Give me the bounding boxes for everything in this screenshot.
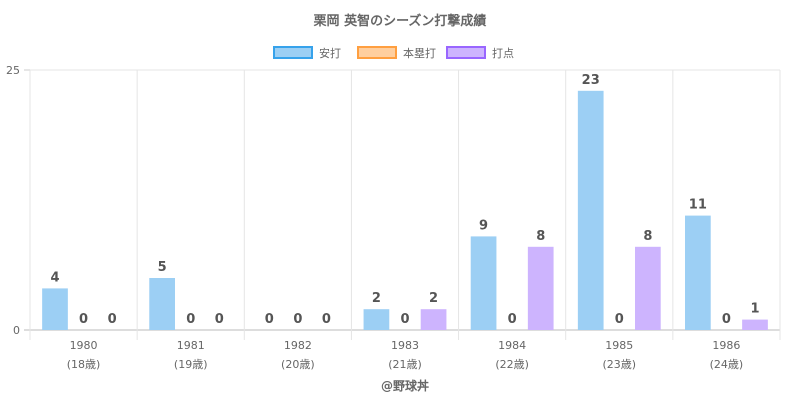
x-tick-label: 1984 [498, 339, 526, 352]
x-tick-sublabel: (19歳) [174, 358, 208, 371]
legend-swatch-1 [357, 46, 397, 59]
legend-swatch-2 [446, 46, 486, 59]
footer-credit: @野球丼 [381, 378, 429, 393]
data-label: 0 [400, 312, 409, 327]
grid: 250 [6, 64, 781, 340]
legend: 安打 本塁打 打点 [273, 46, 514, 60]
legend-label-0: 安打 [319, 46, 341, 60]
data-label: 0 [722, 312, 731, 327]
x-tick-label: 1980 [70, 339, 98, 352]
x-tick-label: 1982 [284, 339, 312, 352]
data-label: 0 [508, 312, 517, 327]
data-label: 9 [479, 218, 488, 233]
data-label: 0 [186, 312, 195, 327]
data-label: 0 [322, 312, 331, 327]
data-label: 2 [429, 291, 438, 306]
data-label: 2 [372, 291, 381, 306]
bar-2 [527, 246, 554, 330]
data-label: 0 [615, 312, 624, 327]
x-tick-sublabel: (18歳) [67, 358, 101, 371]
bar-0 [685, 215, 711, 330]
data-label: 0 [215, 312, 224, 327]
y-tick-label: 0 [13, 324, 20, 337]
labels: 1980(18歳)1981(19歳)1982(20歳)1983(21歳)1984… [50, 73, 759, 371]
bar-2 [635, 246, 661, 330]
x-tick-sublabel: (20歳) [281, 358, 315, 371]
x-tick-label: 1981 [177, 339, 205, 352]
chart-title: 栗岡 英智のシーズン打撃成績 [314, 13, 487, 29]
bar-0 [470, 236, 497, 330]
bar-2 [742, 319, 768, 330]
data-label: 23 [582, 73, 600, 88]
legend-label-1: 本塁打 [403, 46, 436, 60]
bars [42, 90, 768, 330]
data-label: 11 [689, 198, 707, 213]
bar-0 [42, 288, 68, 330]
x-tick-sublabel: (23歳) [602, 358, 636, 371]
x-tick-sublabel: (21歳) [388, 358, 422, 371]
data-label: 0 [79, 312, 88, 327]
data-label: 0 [265, 312, 274, 327]
x-tick-label: 1985 [605, 339, 633, 352]
legend-label-2: 打点 [492, 46, 514, 60]
data-label: 0 [108, 312, 117, 327]
x-tick-label: 1986 [712, 339, 740, 352]
data-label: 5 [158, 260, 167, 275]
data-label: 8 [536, 229, 545, 244]
bar-0 [577, 90, 604, 330]
data-label: 4 [50, 270, 59, 285]
x-tick-sublabel: (24歳) [710, 358, 744, 371]
data-label: 8 [643, 229, 652, 244]
x-tick-label: 1983 [391, 339, 419, 352]
x-tick-sublabel: (22歳) [495, 358, 529, 371]
data-label: 0 [293, 312, 302, 327]
bar-2 [420, 309, 447, 330]
data-label: 1 [750, 302, 759, 317]
bar-0 [149, 278, 175, 330]
legend-swatch-0 [273, 46, 313, 59]
bar-0 [363, 309, 390, 330]
y-tick-label: 25 [6, 64, 20, 77]
